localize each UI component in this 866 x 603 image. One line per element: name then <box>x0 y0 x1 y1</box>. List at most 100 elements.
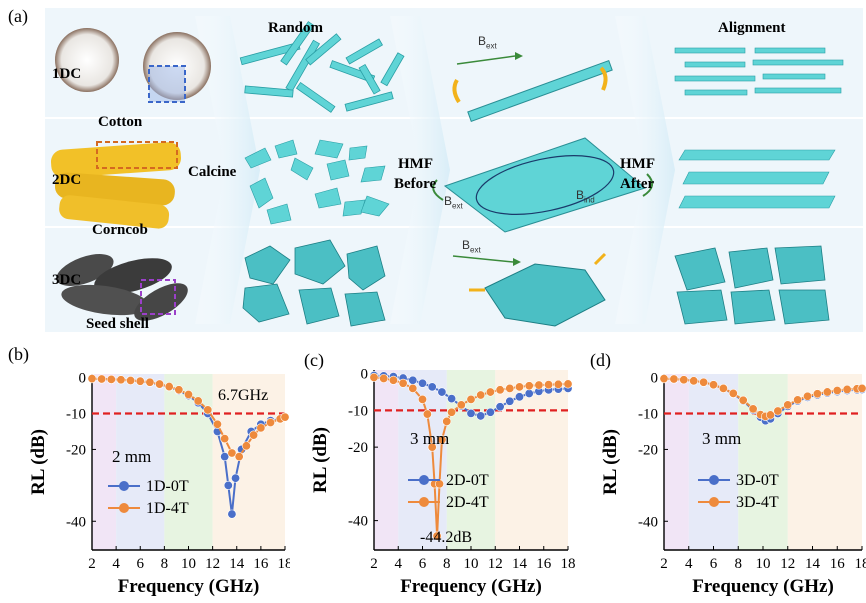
legend-label: 3D-0T <box>736 472 779 489</box>
data-point <box>427 382 437 392</box>
frequency-band <box>92 374 117 550</box>
x-tick-label: 18 <box>278 556 291 572</box>
y-tick-label: -20 <box>638 442 658 458</box>
data-point <box>97 374 107 384</box>
corncob-image <box>50 142 182 178</box>
data-point <box>447 407 457 417</box>
data-point <box>212 419 222 429</box>
x-tick-label: 6 <box>710 556 718 572</box>
data-point <box>388 375 398 385</box>
row-source-cotton: Cotton <box>98 114 143 130</box>
hmf-rod <box>452 52 613 122</box>
bind-label: Bind <box>576 188 595 205</box>
x-tick-label: 12 <box>488 556 503 572</box>
row-divider <box>45 226 863 228</box>
hmf-before-label: HMF <box>398 156 433 172</box>
process-arrow <box>390 16 450 324</box>
data-point <box>669 374 679 384</box>
data-point <box>485 387 495 397</box>
x-tick-label: 14 <box>229 556 245 572</box>
data-point <box>174 385 184 395</box>
data-point <box>427 442 437 452</box>
data-point <box>116 375 126 385</box>
data-point <box>223 480 233 490</box>
hmf-before-label: Before <box>394 176 437 192</box>
data-point <box>369 372 379 382</box>
x-tick-label: 2 <box>88 556 96 572</box>
data-point <box>280 412 290 422</box>
hmf-sheet <box>432 137 654 233</box>
legend-label: 2D-0T <box>446 472 489 489</box>
data-point <box>432 531 442 541</box>
hmf-after-label: HMF <box>620 156 655 172</box>
random-blocks <box>242 239 386 327</box>
bext-label: Bext <box>462 238 481 255</box>
data-point <box>249 430 259 440</box>
bext-label: Bext <box>444 194 463 211</box>
data-point <box>553 379 563 389</box>
y-tick-label: -40 <box>348 514 368 530</box>
x-tick-label: 4 <box>685 556 693 572</box>
data-point <box>495 385 505 395</box>
y-axis-label: RL (dB) <box>310 427 331 493</box>
chart-panel-label: (b) <box>8 344 29 365</box>
data-point <box>266 417 276 427</box>
legend-marker <box>709 497 719 507</box>
data-point <box>476 411 486 421</box>
data-point <box>738 395 748 405</box>
legend-marker <box>119 481 129 491</box>
cotton-image <box>55 28 119 92</box>
frequency-band <box>116 374 165 550</box>
y-tick-label: -20 <box>348 440 368 456</box>
data-point <box>447 394 457 404</box>
x-tick-label: 8 <box>735 556 743 572</box>
legend-label: 1D-4T <box>146 500 189 517</box>
x-tick-label: 16 <box>536 556 552 572</box>
thickness-label: 2 mm <box>112 447 151 466</box>
x-tick-label: 14 <box>512 556 528 572</box>
data-point <box>812 389 822 399</box>
row-source-corncob: Corncob <box>92 222 148 238</box>
data-point <box>241 441 251 451</box>
row-divider <box>45 117 863 119</box>
chart-d: (d) 2 4 6 8 10 12 14 16 18 0 -10 -20 -40 Frequency (GH… <box>590 350 866 597</box>
chart-c: (c) 2 4 6 8 10 12 14 16 18 0 -10 -20 -40 Frequency (GH… <box>304 350 576 597</box>
y-tick-label: -40 <box>66 514 86 530</box>
data-point <box>728 388 738 398</box>
y-tick-label: -10 <box>638 407 658 423</box>
legend-marker <box>419 497 429 507</box>
x-tick-label: 16 <box>253 556 269 572</box>
data-point <box>803 391 813 401</box>
data-point <box>505 396 515 406</box>
x-tick-label: 2 <box>660 556 668 572</box>
aligned-blocks <box>674 245 830 325</box>
data-point <box>748 404 758 414</box>
data-point <box>408 383 418 393</box>
data-point <box>418 378 428 388</box>
data-point <box>842 384 852 394</box>
aligned-rods <box>674 47 844 96</box>
y-tick-label: -10 <box>66 407 86 423</box>
x-tick-label: 18 <box>561 556 576 572</box>
y-tick-label: 0 <box>79 371 87 387</box>
bext-label: Bext <box>478 34 497 51</box>
chart-panel-label: (d) <box>590 350 611 371</box>
data-point <box>832 386 842 396</box>
data-point <box>220 434 230 444</box>
hmf-block <box>452 252 607 327</box>
hmf-after-label: After <box>620 176 655 192</box>
x-tick-label: 4 <box>395 556 403 572</box>
data-point <box>135 376 145 386</box>
x-tick-label: 14 <box>805 556 821 572</box>
frequency-band <box>688 374 739 550</box>
calcine-label: Calcine <box>188 164 237 180</box>
thickness-label: 3 mm <box>702 429 741 448</box>
data-point <box>773 406 783 416</box>
data-point <box>231 473 241 483</box>
data-point <box>456 400 466 410</box>
row-tag-3dc: 3DC <box>52 272 82 288</box>
data-point <box>408 375 418 385</box>
x-tick-label: 10 <box>181 556 196 572</box>
y-tick-label: 0 <box>651 371 659 387</box>
data-point <box>857 383 866 393</box>
